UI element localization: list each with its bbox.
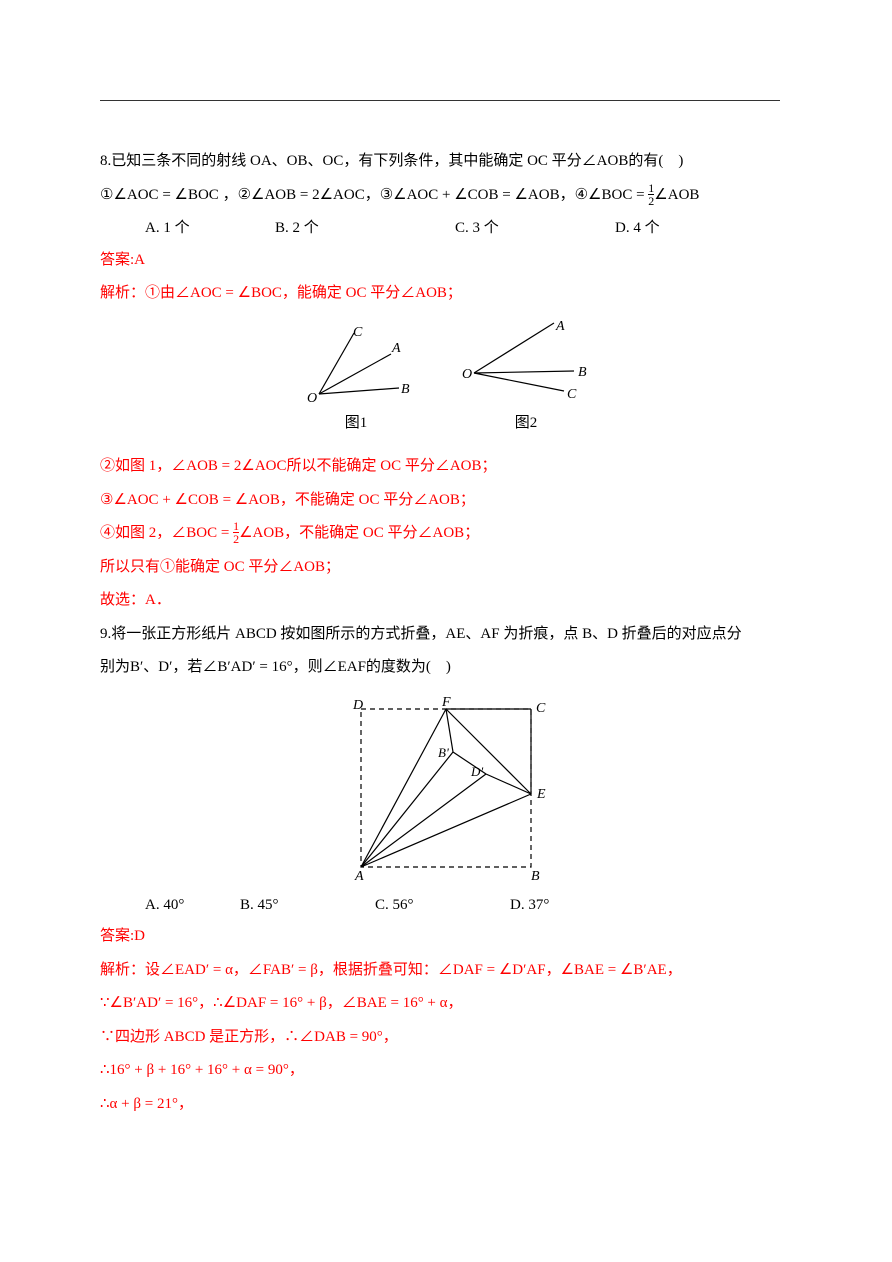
q9-options: A. 40° B. 45° C. 56° D. 37° bbox=[100, 890, 792, 922]
label-c: C bbox=[353, 326, 363, 340]
label-bprime: B' bbox=[438, 745, 449, 760]
q9-answer: 答案:D bbox=[100, 921, 792, 953]
q9-option-a: A. 40° bbox=[100, 890, 240, 922]
label-a: A bbox=[391, 341, 401, 356]
q8-option-a: A. 1 个 bbox=[100, 213, 275, 245]
q8-exp-2: ②如图 1，∠AOB = 2∠AOC所以不能确定 OC 平分∠AOB； bbox=[100, 451, 792, 483]
label-c2: C bbox=[567, 387, 577, 402]
figure-2: A O B C 图2 bbox=[459, 318, 594, 440]
q8-conds-tail: ∠AOB bbox=[654, 187, 699, 203]
q8-number: 8. bbox=[100, 153, 111, 169]
label-f: F bbox=[441, 695, 451, 710]
q8-conditions: ①∠AOC = ∠BOC ，②∠AOB = 2∠AOC，③∠AOC + ∠COB… bbox=[100, 180, 792, 212]
q8-options: A. 1 个 B. 2 个 C. 3 个 D. 4 个 bbox=[100, 213, 792, 245]
q8-stem: 8.已知三条不同的射线 OA、OB、OC，有下列条件，其中能确定 OC 平分∠A… bbox=[100, 146, 792, 178]
q8-exp-1: 解析：①由∠AOC = ∠BOC，能确定 OC 平分∠AOB； bbox=[100, 278, 792, 310]
q9-exp-3: ∵四边形 ABCD 是正方形，∴∠DAB = 90°， bbox=[100, 1022, 792, 1054]
q9-stem-line2: 别为B′、D′，若∠B′AD′ = 16°，则∠EAF的度数为( ) bbox=[100, 652, 792, 684]
header-rule bbox=[100, 100, 780, 101]
q9-exp-2: ∵∠B′AD′ = 16°，∴∠DAF = 16° + β，∠BAE = 16°… bbox=[100, 988, 792, 1020]
rays-diagram-2-svg: A O B C bbox=[459, 318, 594, 406]
rays-diagram-1-svg: C A O B bbox=[299, 326, 414, 406]
label-o2: O bbox=[462, 367, 472, 382]
q9-exp-5: ∴α + β = 21°， bbox=[100, 1089, 792, 1121]
q8-answer: 答案:A bbox=[100, 245, 792, 277]
q9-option-b: B. 45° bbox=[240, 890, 375, 922]
q8-option-d: D. 4 个 bbox=[615, 213, 735, 245]
fraction-half: 12 bbox=[648, 182, 654, 207]
q9-option-c: C. 56° bbox=[375, 890, 510, 922]
label-a3: A bbox=[354, 869, 364, 884]
q9-number: 9. bbox=[100, 626, 111, 642]
q8-exp-6: 故选：A． bbox=[100, 585, 792, 617]
label-e: E bbox=[536, 787, 546, 802]
fraction-half-2: 12 bbox=[233, 520, 239, 545]
q8-exp-3: ③∠AOC + ∠COB = ∠AOB，不能确定 OC 平分∠AOB； bbox=[100, 485, 792, 517]
q8-exp-5: 所以只有①能确定 OC 平分∠AOB； bbox=[100, 552, 792, 584]
q8-stem-text: 已知三条不同的射线 OA、OB、OC，有下列条件，其中能确定 OC 平分∠AOB… bbox=[111, 153, 683, 169]
figure-2-label: 图2 bbox=[459, 408, 594, 440]
label-b: B bbox=[401, 382, 410, 397]
q9-exp-4: ∴16° + β + 16° + 16° + α = 90°， bbox=[100, 1055, 792, 1087]
label-o: O bbox=[307, 391, 317, 406]
q8-option-b: B. 2 个 bbox=[275, 213, 455, 245]
q8-exp4-pre: ④如图 2，∠BOC = bbox=[100, 525, 233, 541]
q9-figure: D F C B' D' E A B bbox=[100, 694, 792, 884]
figure-1: C A O B 图1 bbox=[299, 326, 414, 440]
q8-exp4-post: ∠AOB，不能确定 OC 平分∠AOB； bbox=[239, 525, 479, 541]
q9-exp-1: 解析：设∠EAD′ = α，∠FAB′ = β，根据折叠可知：∠DAF = ∠D… bbox=[100, 955, 792, 987]
q8-option-c: C. 3 个 bbox=[455, 213, 615, 245]
label-b2: B bbox=[578, 365, 587, 380]
fold-diagram-svg: D F C B' D' E A B bbox=[331, 694, 561, 884]
label-b3: B bbox=[531, 869, 540, 884]
q9-option-d: D. 37° bbox=[510, 890, 645, 922]
q9-stem-line1: 9.将一张正方形纸片 ABCD 按如图所示的方式折叠，AE、AF 为折痕，点 B… bbox=[100, 619, 792, 651]
label-c3: C bbox=[536, 701, 546, 716]
label-dprime: D' bbox=[470, 764, 483, 779]
q8-figures: C A O B 图1 A O B C 图2 bbox=[100, 318, 792, 440]
q8-conds-text: ①∠AOC = ∠BOC ，②∠AOB = 2∠AOC，③∠AOC + ∠COB… bbox=[100, 187, 648, 203]
figure-1-label: 图1 bbox=[299, 408, 414, 440]
label-a2: A bbox=[555, 319, 565, 334]
label-d: D bbox=[352, 698, 363, 713]
q9-stem1: 将一张正方形纸片 ABCD 按如图所示的方式折叠，AE、AF 为折痕，点 B、D… bbox=[111, 626, 741, 642]
q8-exp-4: ④如图 2，∠BOC = 12∠AOB，不能确定 OC 平分∠AOB； bbox=[100, 518, 792, 550]
